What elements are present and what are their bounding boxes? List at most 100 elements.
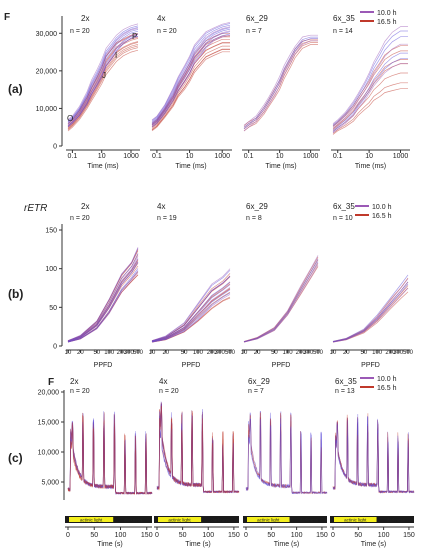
x-axis-label: Time (ms) [87,163,118,170]
y-tick-label: 20,000 [36,68,58,75]
subplot-title: 6x_29 [246,202,268,211]
trace-red [332,88,408,135]
trace-blue [67,30,139,125]
trace-blue [332,26,408,124]
trace-blue [67,415,153,495]
trace-red [67,49,139,132]
legend-entry: 16.5 h [372,213,392,220]
trace-red [67,250,139,342]
trace-blue [151,292,231,343]
trace-blue [243,264,319,343]
trace-blue [151,275,231,342]
x-axis-label: PPFD [94,362,113,369]
trace-blue [151,26,231,123]
x-tick-label: 150 [228,532,240,539]
y-axis-label: rETR [24,203,47,214]
trace-blue [332,62,408,134]
trace-red [156,402,240,494]
trace-blue [243,258,319,343]
trace-blue [243,38,318,130]
x-tick-label: 200 [117,350,128,356]
n-label: n = 14 [333,28,353,35]
trace-blue [151,27,231,124]
y-axis-label: F [4,12,10,23]
phase-label-P: P [132,32,137,41]
subplot-title: 2x [81,14,89,23]
x-axis-label: Time (s) [361,541,386,548]
trace-blue [67,23,139,120]
subplot-title: 6x_35 [335,377,357,386]
trace-blue [151,268,231,341]
x-tick-label: 100 [193,350,204,356]
x-tick-label: 20 [77,350,84,356]
legend: 10.0 h 16.5 h [360,10,397,26]
trace-blue [151,33,231,127]
panel-c: (c) F 2x n = 20 5,000 10,000 15,000 20,000 actin… [8,377,415,548]
x-axis-label: Time (s) [97,541,122,548]
subplot-title: 2x [81,202,89,211]
x-tick-label: 200 [385,350,396,356]
x-tick-label: 1000 [393,153,409,160]
trace-red [332,417,415,494]
n-label: n = 8 [246,215,262,222]
trace-red [67,260,139,342]
trace-red [156,403,240,494]
x-tick-label: 1000 [214,153,230,160]
trace-blue [332,281,409,343]
trace-red [332,45,408,126]
trace-blue [151,289,231,343]
trace-blue [67,270,139,343]
trace-blue [332,274,409,342]
panel-label: (b) [8,287,23,301]
trace-blue [151,281,231,342]
x-tick-label: 50 [90,532,98,539]
trace-blue [245,418,328,495]
subplot-2x: 2x n = 20 0 10,000 20,000 30,000 0.1 10 1000 Time… [36,14,140,170]
trace-blue [67,34,139,127]
x-tick-label: 500 [133,350,144,356]
x-tick-label: 50 [271,350,278,356]
trace-blue [332,36,408,127]
trace-blue [151,24,231,122]
x-tick-label: 100 [283,350,294,356]
y-tick-label: 100 [45,266,57,273]
x-tick-label: 100 [202,532,214,539]
x-tick-label: 100 [115,532,127,539]
n-label: n = 20 [159,388,179,395]
x-tick-label: 0.1 [68,153,78,160]
x-tick-label: 10 [241,350,248,356]
actinic-bar [69,517,114,522]
x-tick-label: 10 [365,153,373,160]
trace-blue [151,30,231,125]
x-tick-label: 150 [316,532,328,539]
subplot-title: 2x [70,377,78,386]
x-tick-label: 20 [254,350,261,356]
trace-red [245,414,328,495]
trace-red [67,415,153,495]
trace-blue [67,411,153,495]
trace-blue [67,25,139,122]
trace-red [67,414,153,495]
subplot-title: 4x [157,202,165,211]
panel-label: (c) [8,451,23,465]
trace-blue [67,411,153,495]
trace-blue [332,30,408,126]
y-tick-label: 0 [53,144,57,151]
trace-blue [245,410,328,495]
x-tick-label: 0.1 [152,153,162,160]
trace-blue [151,34,231,128]
trace-blue [156,403,240,494]
x-tick-label: 0 [66,532,70,539]
trace-red [67,249,139,341]
trace-blue [156,403,240,494]
subplot-4x: 4x n = 20 actinic light darkness 0 50 100 150 Ti… [154,377,240,548]
trace-blue [67,268,139,343]
trace-blue [332,413,415,494]
subplot-6x_35: 6x_35n = 14 0.1 10 1000 Time (ms) [331,14,410,170]
trace-blue [151,294,231,343]
trace-red [332,418,415,494]
y-tick-label: 30,000 [36,31,58,38]
